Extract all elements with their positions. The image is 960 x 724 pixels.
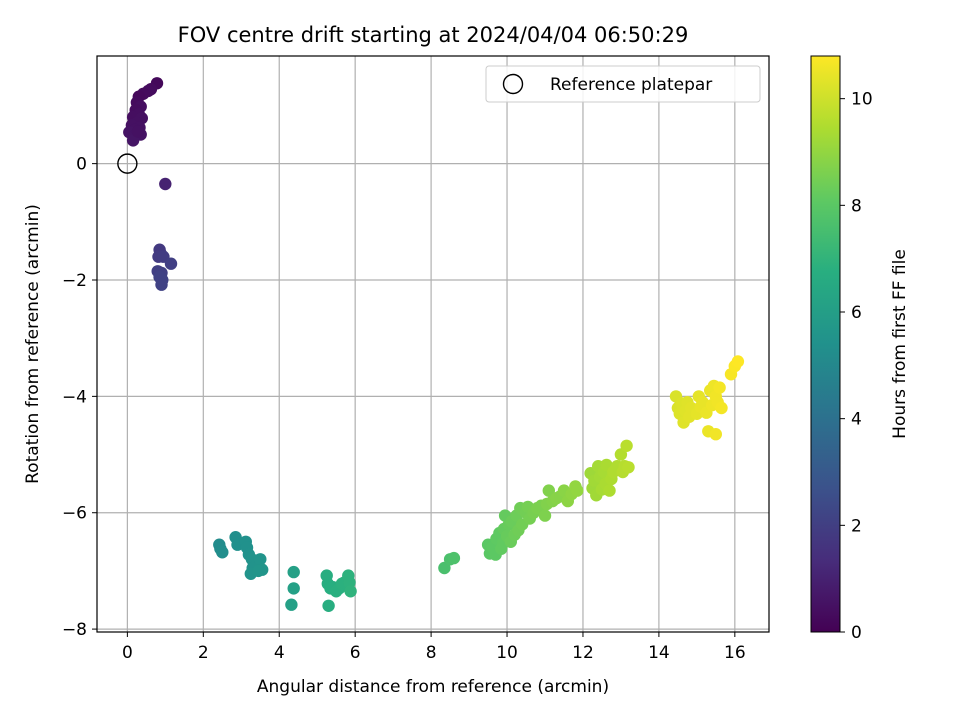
x-tick-label: 14	[648, 643, 670, 663]
colorbar-ticks: 0 2 4 6 8 10	[840, 90, 873, 643]
scatter-point	[709, 428, 722, 441]
scatter-point	[287, 565, 300, 579]
legend-entry-reference: Reference platepar	[550, 75, 712, 95]
scatter-point	[344, 585, 357, 598]
x-tick-label: 10	[496, 643, 518, 663]
chart-title: FOV centre drift starting at 2024/04/04 …	[178, 23, 689, 47]
x-tick-label: 6	[350, 643, 361, 663]
y-tick-label: −4	[62, 387, 87, 407]
scatter-point	[159, 177, 172, 191]
scatter-point	[252, 564, 265, 578]
scatter-point	[538, 509, 552, 522]
x-tick-label: 12	[572, 643, 594, 663]
data-points	[117, 77, 745, 612]
y-tick-label: −6	[62, 504, 87, 524]
scatter-point	[713, 381, 726, 394]
colorbar-tick-label: 10	[851, 90, 873, 110]
reference-platepar-marker	[117, 153, 138, 174]
scatter-point	[164, 257, 178, 270]
scatter-point	[571, 484, 584, 497]
y-tick-label: −8	[62, 620, 87, 640]
scatter-point	[131, 125, 145, 138]
colorbar-tick-label: 6	[851, 303, 862, 323]
scatter-point	[542, 484, 555, 497]
x-tick-label: 8	[426, 643, 437, 663]
scatter-point	[216, 546, 229, 559]
scatter-point	[285, 598, 298, 611]
x-tick-label: 0	[122, 643, 133, 663]
x-tick-label: 16	[724, 643, 746, 663]
scatter-point	[155, 278, 168, 291]
y-tick-label: 0	[76, 155, 87, 175]
plot-frame	[96, 55, 770, 633]
legend: Reference platepar	[485, 65, 761, 103]
scatter-point	[715, 401, 728, 415]
scatter-point	[731, 355, 745, 368]
colorbar-tick-label: 2	[851, 516, 862, 536]
legend-reference-marker	[502, 73, 524, 95]
scatter-point	[622, 461, 635, 474]
scatter-point	[696, 396, 709, 409]
colorbar-label: Hours from first FF file	[890, 249, 910, 439]
y-tick-label: −2	[62, 271, 87, 291]
x-tick-label: 4	[274, 643, 285, 663]
x-tick-label: 2	[198, 643, 209, 663]
colorbar-tick-label: 4	[851, 410, 862, 430]
legend-box	[485, 65, 761, 103]
scatter-point	[603, 484, 616, 497]
colorbar: 0 2 4 6 8 10 Hours from first FF file	[810, 55, 910, 643]
grid	[97, 56, 769, 632]
scatter-point	[287, 582, 300, 595]
scatter-point	[254, 553, 267, 566]
scatter-point	[620, 439, 633, 452]
x-axis-label: Angular distance from reference (arcmin)	[257, 677, 609, 697]
scatter-point	[447, 551, 461, 565]
scatter-point	[322, 599, 335, 612]
axis-ticks: 0 2 4 6 8 10 12 14 16 0 −2 −4 −6 −8	[62, 155, 746, 663]
colorbar-tick-label: 8	[851, 196, 862, 216]
colorbar-gradient	[810, 55, 841, 633]
y-axis-label: Rotation from reference (arcmin)	[23, 204, 43, 484]
colorbar-tick-label: 0	[851, 623, 862, 643]
